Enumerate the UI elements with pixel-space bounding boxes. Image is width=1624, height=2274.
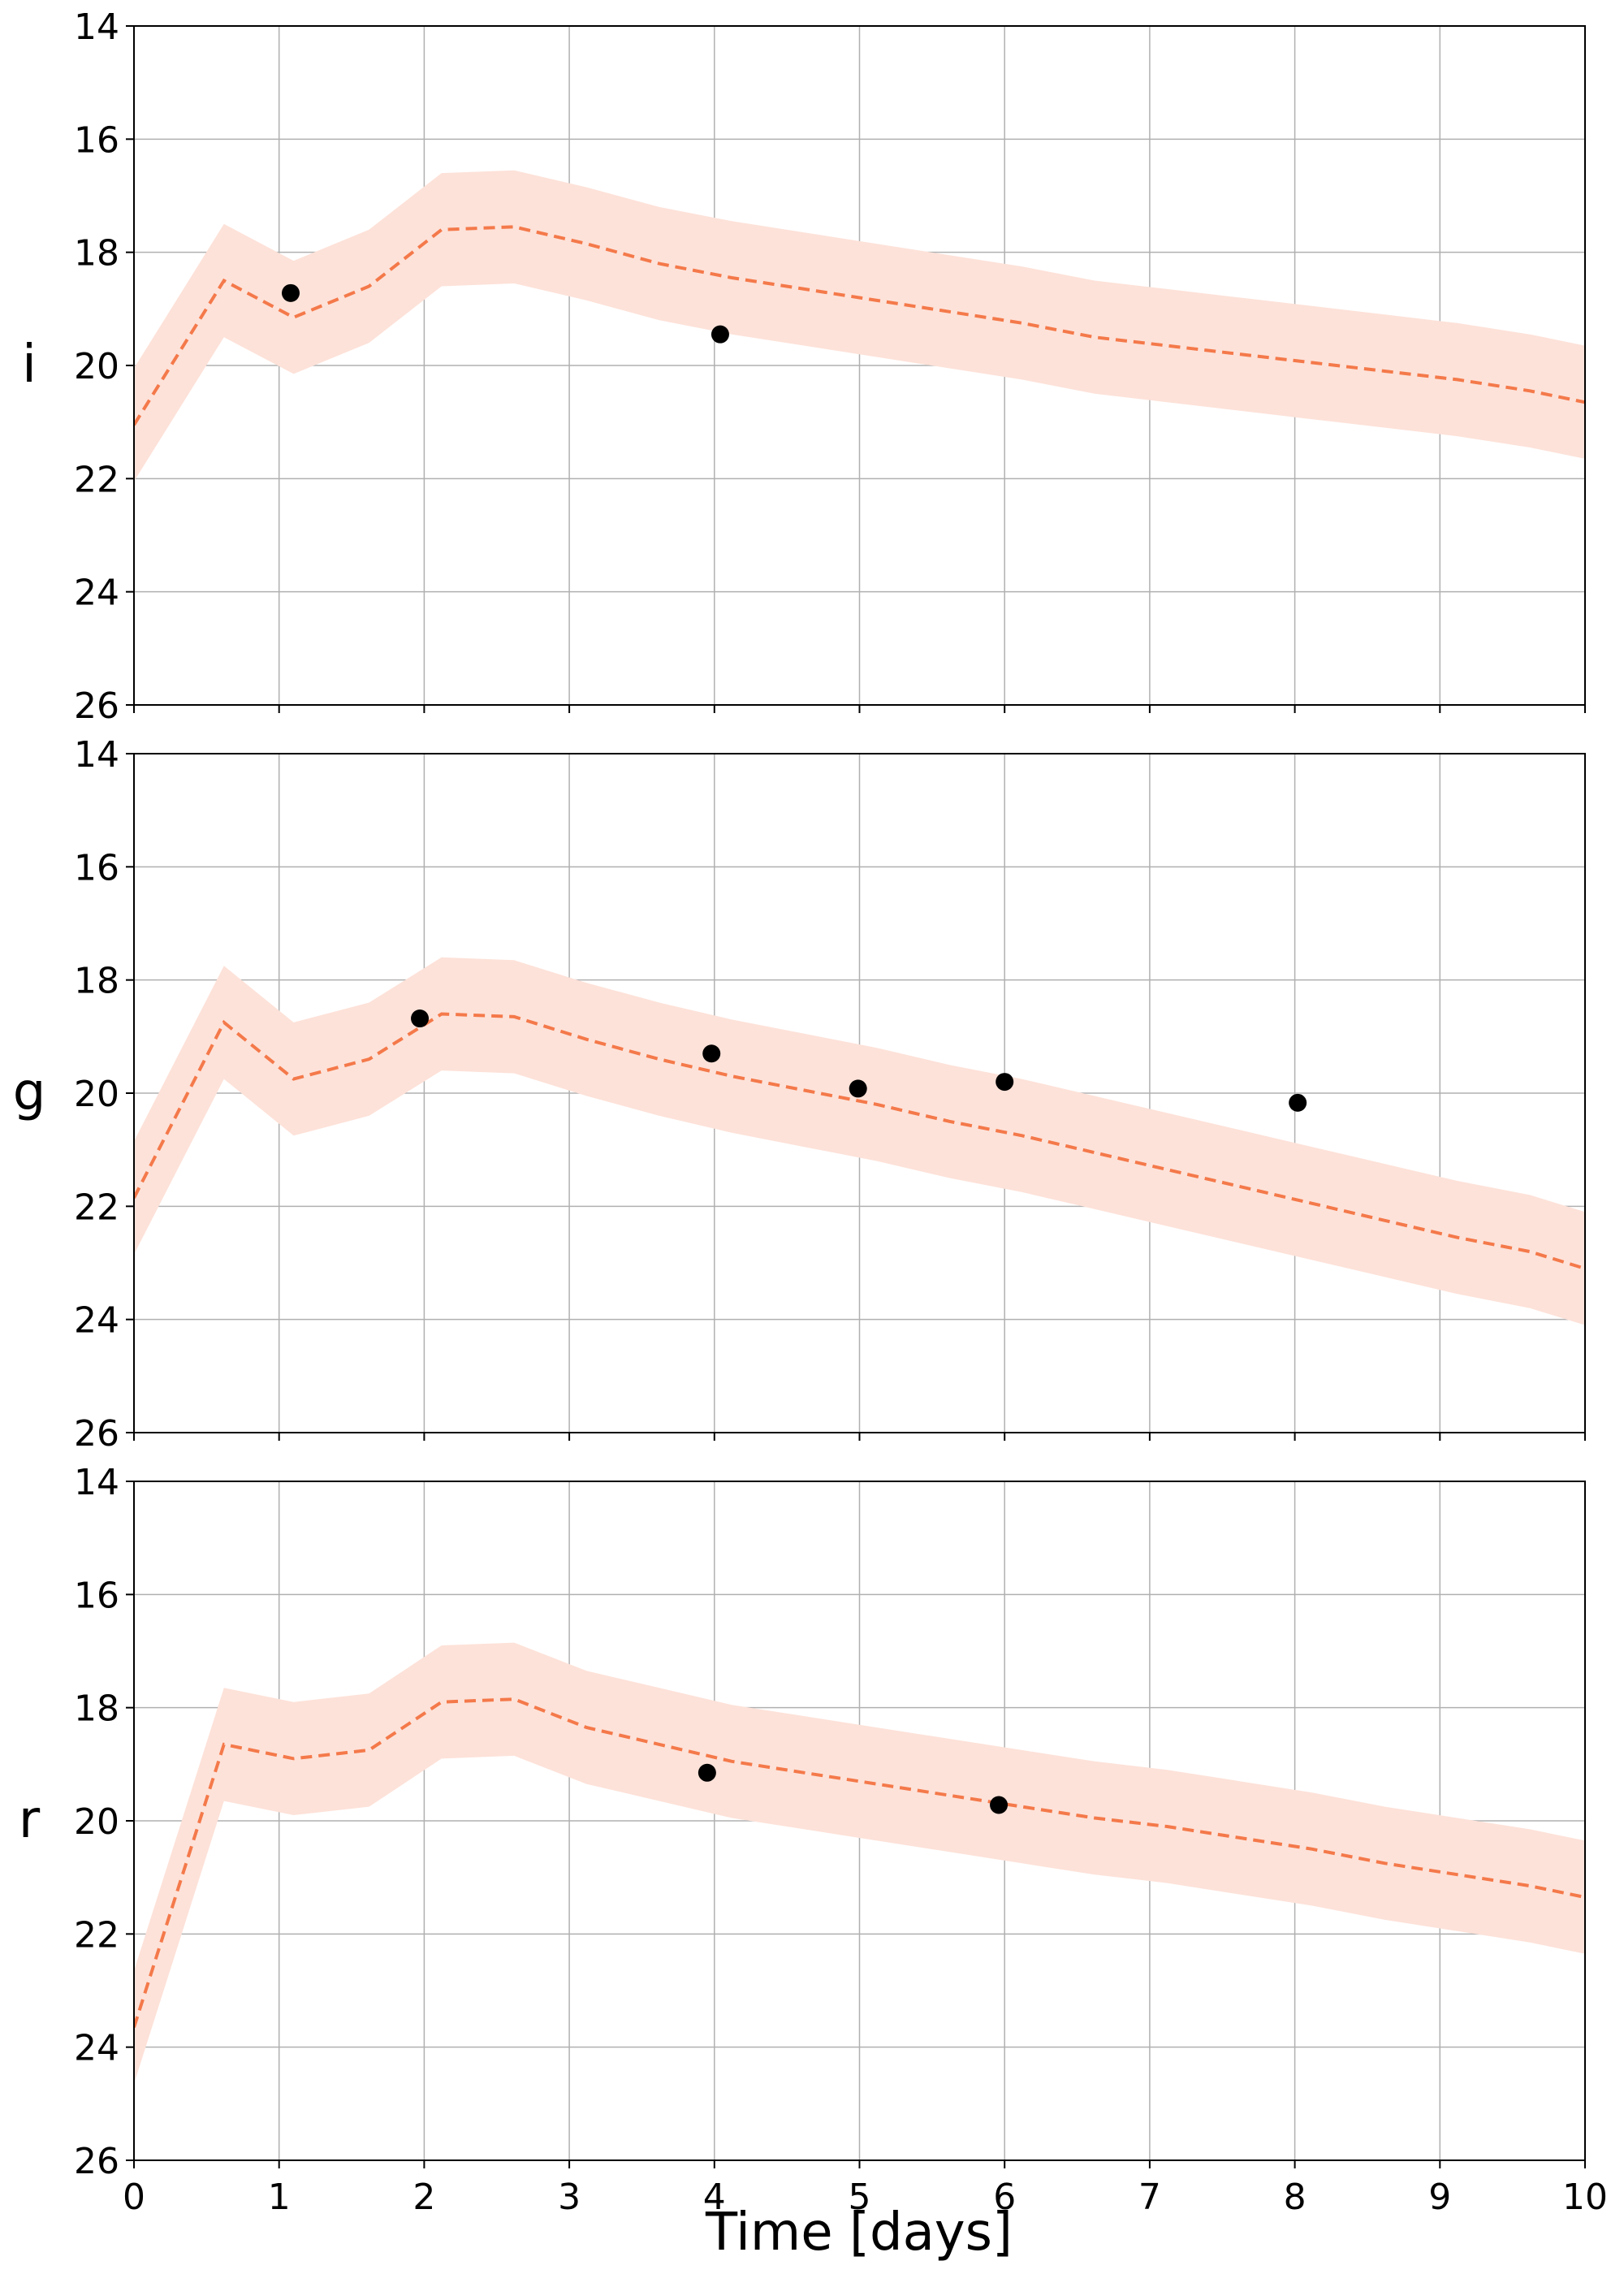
y-tick-label: 20	[74, 1801, 119, 1843]
y-tick-label: 22	[74, 459, 119, 500]
y-axis-label: g	[13, 1062, 46, 1122]
y-tick-label: 16	[74, 119, 119, 161]
y-tick-label: 14	[74, 734, 119, 776]
observation-point	[1289, 1093, 1307, 1112]
x-tick-label: 10	[1562, 2177, 1608, 2218]
observation-point	[702, 1044, 721, 1063]
observation-point	[698, 1763, 716, 1782]
uncertainty-band	[134, 1642, 1585, 2084]
x-tick-label: 7	[1138, 2177, 1161, 2218]
y-tick-label: 24	[74, 1300, 119, 1342]
observation-point	[849, 1079, 867, 1098]
y-tick-label: 18	[74, 961, 119, 1002]
model-line	[134, 1012, 1585, 1270]
x-tick-label: 6	[993, 2177, 1016, 2218]
y-tick-label: 26	[74, 1413, 119, 1455]
y-tick-label: 26	[74, 2141, 119, 2182]
observation-point	[990, 1796, 1009, 1814]
panel-g: 14 16 18 20 22 24 26 g	[13, 734, 1586, 1455]
panel-i: 14 16 18 20 22 24 26 i	[22, 6, 1586, 727]
x-tick-label: 2	[412, 2177, 435, 2218]
panels-group: 14161820222426i14161820222426g1416182022…	[13, 6, 1608, 2218]
y-axis-label: i	[22, 335, 37, 395]
x-tick-label: 4	[703, 2177, 726, 2218]
x-tick-label: 1	[268, 2177, 291, 2218]
y-tick-label: 16	[74, 847, 119, 888]
y-tick-label: 14	[74, 1462, 119, 1503]
y-tick-label: 20	[74, 346, 119, 387]
y-tick-label: 20	[74, 1074, 119, 1115]
model-line	[134, 225, 1585, 426]
uncertainty-band	[134, 170, 1585, 482]
x-tick-label: 5	[849, 2177, 871, 2218]
observation-point	[281, 283, 300, 302]
observation-point	[411, 1009, 430, 1028]
plot-area	[134, 170, 1585, 482]
x-tick-label: 3	[558, 2177, 581, 2218]
y-axis-label: r	[19, 1790, 41, 1850]
y-tick-label: 14	[74, 6, 119, 48]
y-tick-label: 24	[74, 2028, 119, 2069]
plot-area	[134, 1642, 1585, 2084]
y-tick-label: 22	[74, 1914, 119, 1956]
x-axis-label: Time [days]	[705, 2203, 1013, 2263]
x-tick-label: 9	[1428, 2177, 1451, 2218]
observation-point	[710, 325, 729, 344]
x-tick-label: 8	[1284, 2177, 1307, 2218]
observation-point	[996, 1073, 1014, 1092]
plot-area	[134, 957, 1585, 1325]
y-tick-label: 18	[74, 1688, 119, 1730]
y-tick-label: 18	[74, 233, 119, 275]
x-tick-label: 0	[123, 2177, 145, 2218]
y-tick-label: 24	[74, 573, 119, 614]
y-tick-label: 22	[74, 1187, 119, 1228]
panel-r: 14 16 18 20 22 24 260 1 2 3 4 5 6 7 8 9 10 r	[19, 1462, 1608, 2218]
model-line	[134, 1697, 1585, 2028]
y-tick-label: 26	[74, 685, 119, 727]
uncertainty-band	[134, 957, 1585, 1325]
y-tick-label: 16	[74, 1575, 119, 1616]
